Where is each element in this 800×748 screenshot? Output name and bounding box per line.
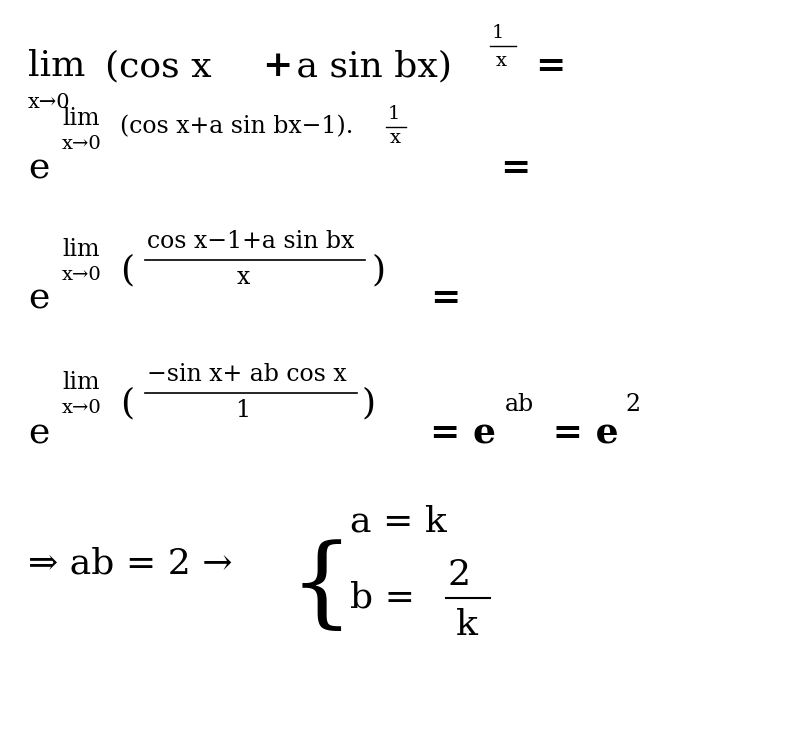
Text: = e: = e [540, 416, 618, 450]
Text: =: = [500, 151, 530, 185]
Text: x: x [390, 129, 401, 147]
Text: a sin bx): a sin bx) [285, 49, 452, 83]
Text: {: { [290, 540, 354, 636]
Text: x→0: x→0 [62, 135, 102, 153]
Text: lim: lim [62, 238, 99, 261]
Text: −sin x+ ab cos x: −sin x+ ab cos x [147, 363, 346, 386]
Text: x→0: x→0 [62, 266, 102, 284]
Text: x: x [496, 52, 507, 70]
Text: =: = [535, 49, 566, 83]
Text: =: = [430, 281, 460, 315]
Text: 2: 2 [625, 393, 640, 416]
Text: x→0: x→0 [62, 399, 102, 417]
Text: x: x [237, 266, 250, 289]
Text: e: e [28, 416, 50, 450]
Text: 1: 1 [235, 399, 250, 422]
Text: b =: b = [350, 581, 426, 615]
Text: x→0: x→0 [28, 93, 70, 112]
Text: 2: 2 [448, 558, 471, 592]
Text: cos x−1+a sin bx: cos x−1+a sin bx [147, 230, 354, 253]
Text: k: k [456, 608, 478, 642]
Text: (cos x: (cos x [105, 49, 212, 83]
Text: (: ( [120, 253, 134, 287]
Text: lim: lim [28, 49, 86, 83]
Text: lim: lim [62, 371, 99, 394]
Text: ): ) [362, 386, 376, 420]
Text: lim: lim [62, 107, 99, 130]
Text: 1: 1 [492, 24, 504, 42]
Text: a = k: a = k [350, 504, 446, 538]
Text: (cos x+a sin bx−1).: (cos x+a sin bx−1). [120, 115, 354, 138]
Text: = e: = e [430, 416, 496, 450]
Text: ⇒ ab = 2 →: ⇒ ab = 2 → [28, 546, 233, 580]
Text: ab: ab [505, 393, 534, 416]
Text: 1: 1 [388, 105, 400, 123]
Text: +: + [262, 49, 292, 83]
Text: (: ( [120, 386, 134, 420]
Text: e: e [28, 151, 50, 185]
Text: ): ) [372, 253, 386, 287]
Text: e: e [28, 281, 50, 315]
